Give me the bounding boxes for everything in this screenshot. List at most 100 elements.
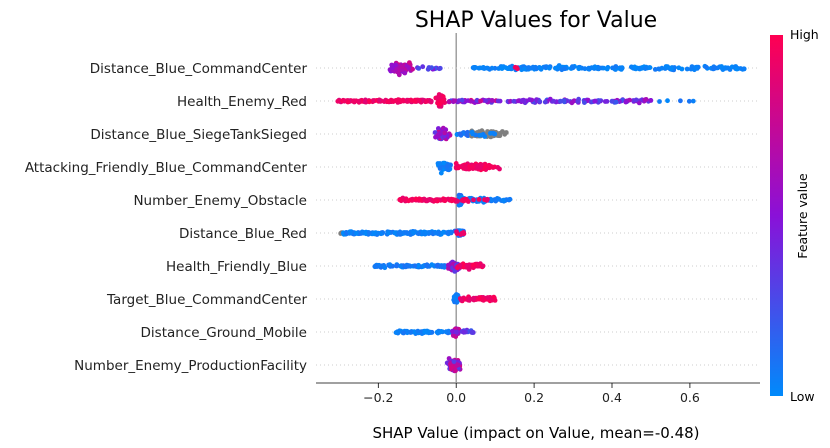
shap-point (386, 230, 391, 236)
colorbar-gradient (770, 35, 783, 396)
shap-point (480, 263, 486, 269)
shap-point (663, 64, 669, 69)
shap-point (434, 95, 440, 101)
shap-point (455, 165, 461, 171)
shap-point (454, 362, 460, 368)
shap-point (410, 66, 415, 72)
shap-point (403, 197, 408, 203)
shap-point (485, 295, 491, 300)
x-tick-label: −0.2 (363, 390, 393, 405)
shap-point (382, 265, 388, 271)
shap-point (686, 98, 692, 104)
shap-point (396, 72, 402, 78)
shap-point (345, 99, 351, 105)
shap-point (373, 263, 379, 269)
shap-point (427, 197, 432, 202)
feature-label: Attacking_Friendly_Blue_CommandCenter (25, 160, 308, 176)
shap-point (377, 97, 382, 103)
shap-point (396, 97, 402, 103)
shap-point (602, 99, 608, 104)
shap-point (432, 130, 438, 135)
shap-point (575, 99, 581, 104)
feature-dots (338, 228, 467, 239)
shap-point (454, 229, 459, 235)
plot-area: Distance_Blue_CommandCenter Health_Enemy_… (25, 33, 760, 384)
shap-point (412, 263, 418, 269)
shap-point (703, 64, 709, 70)
shap-point (459, 163, 465, 169)
shap-point (725, 65, 731, 71)
shap-point (526, 65, 531, 70)
shap-point (470, 262, 476, 268)
shap-point (511, 98, 517, 104)
shap-point (485, 196, 490, 202)
shap-point (637, 66, 643, 72)
x-tick-label: 0.4 (602, 390, 622, 405)
feature-label: Target_Blue_CommandCenter (106, 292, 307, 308)
shap-point (451, 295, 457, 301)
feature-dots (393, 326, 476, 339)
shap-point (445, 230, 450, 236)
shap-point (412, 98, 418, 104)
shap-point (471, 65, 477, 70)
shap-point (385, 99, 391, 104)
shap-point (347, 230, 353, 236)
shap-point (476, 197, 482, 202)
feature-dots (372, 259, 486, 274)
shap-point (542, 64, 548, 70)
shap-point (656, 66, 661, 72)
feature-dots (435, 160, 502, 176)
feature-label: Distance_Blue_CommandCenter (90, 61, 308, 77)
shap-point (451, 359, 457, 364)
shap-point (441, 263, 447, 268)
shap-point (433, 230, 438, 236)
shap-point (452, 269, 458, 274)
shap-point (440, 98, 446, 104)
shap-point (426, 65, 432, 70)
shap-point (362, 99, 368, 105)
shap-point (370, 98, 376, 103)
shap-point (417, 197, 423, 203)
shap-point (461, 329, 467, 335)
shap-point (422, 328, 428, 334)
shap-point (416, 231, 422, 237)
shap-point (537, 99, 543, 104)
shap-point (438, 329, 444, 334)
shap-point (406, 65, 412, 71)
shap-point (483, 98, 489, 103)
shap-point (488, 130, 493, 136)
shap-point (452, 98, 457, 104)
shap-point (471, 197, 476, 203)
shap-point (478, 98, 483, 104)
shap-point (458, 232, 464, 237)
shap-point (669, 66, 674, 72)
shap-point (453, 329, 459, 335)
shap-point (448, 230, 454, 236)
shap-point (466, 267, 472, 272)
shap-point (492, 197, 498, 202)
shap-point (404, 99, 410, 104)
shap-point (521, 66, 527, 72)
colorbar-low-label: Low (790, 389, 815, 404)
x-axis-label: SHAP Value (impact on Value, mean=-0.48) (372, 424, 699, 442)
shap-point (440, 229, 446, 235)
shap-point (592, 98, 598, 104)
shap-point (690, 98, 696, 104)
shap-point (398, 230, 403, 236)
shap-point (592, 64, 598, 70)
shap-point (408, 329, 414, 335)
shap-point (459, 97, 465, 103)
shap-point (519, 98, 525, 103)
shap-point (428, 99, 434, 105)
feature-dots (397, 192, 513, 208)
shap-point (457, 131, 463, 137)
shap-point (482, 65, 488, 71)
shap-point (442, 130, 447, 136)
feature-dots (444, 356, 463, 374)
shap-point (636, 100, 642, 106)
shap-point (501, 197, 506, 203)
shap-point (491, 294, 497, 300)
shap-point (537, 65, 543, 71)
shap-point (558, 98, 563, 104)
